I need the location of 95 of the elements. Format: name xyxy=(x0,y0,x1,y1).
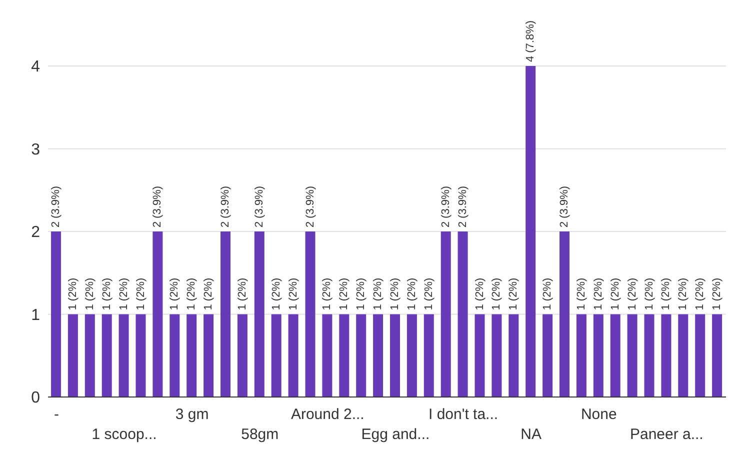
bar xyxy=(237,314,248,397)
x-tick-label: 58gm xyxy=(241,426,279,443)
data-label: 1 (2%) xyxy=(542,278,554,310)
data-label: 1 (2%) xyxy=(643,278,656,310)
y-tick-label: 3 xyxy=(31,141,40,158)
data-label: 1 (2%) xyxy=(508,278,520,310)
data-label: 1 (2%) xyxy=(355,278,368,310)
bar xyxy=(322,314,332,397)
data-label: 2 (3.9%) xyxy=(152,186,164,228)
x-tick-label: Paneer a... xyxy=(630,426,704,443)
bar xyxy=(356,314,366,397)
data-label: 2 (3.9%) xyxy=(304,186,316,228)
data-label: 2 (3.9%) xyxy=(440,186,452,228)
bar xyxy=(695,314,706,397)
data-label: 2 (3.9%) xyxy=(253,186,266,228)
data-label: 4 (7.8%) xyxy=(524,20,537,62)
data-label: 1 (2%) xyxy=(575,278,588,310)
data-label: 1 (2%) xyxy=(168,278,181,310)
data-label: 2 (3.9%) xyxy=(456,186,469,228)
bar xyxy=(424,314,434,397)
bar xyxy=(406,314,417,397)
bar xyxy=(576,314,586,397)
bar xyxy=(644,314,654,397)
bar xyxy=(610,314,620,397)
bar xyxy=(136,314,146,397)
x-tick-label: 1 scoop... xyxy=(92,426,157,443)
bar xyxy=(661,314,672,397)
data-label: 1 (2%) xyxy=(677,278,690,310)
data-label: 1 (2%) xyxy=(422,278,435,310)
data-label: 2 (3.9%) xyxy=(558,186,570,228)
bar xyxy=(339,314,350,397)
data-label: 1 (2%) xyxy=(626,278,638,310)
data-label: 1 (2%) xyxy=(694,278,706,310)
x-tick-label: Around 2... xyxy=(290,406,364,423)
bar xyxy=(102,314,112,397)
bar xyxy=(474,314,485,397)
bar xyxy=(51,232,61,397)
bar xyxy=(712,314,722,397)
data-label: 1 (2%) xyxy=(66,278,79,310)
data-label: 1 (2%) xyxy=(474,278,486,310)
data-label: 1 (2%) xyxy=(660,278,672,310)
x-tick-label: - xyxy=(54,406,59,423)
data-label: 1 (2%) xyxy=(609,278,622,310)
data-label: 1 (2%) xyxy=(389,278,401,310)
y-tick-label: 1 xyxy=(31,306,40,324)
data-label: 2 (3.9%) xyxy=(50,186,62,228)
bar xyxy=(440,232,451,397)
data-label: 1 (2%) xyxy=(134,278,147,310)
data-label: 1 (2%) xyxy=(84,278,96,310)
x-tick-label: Egg and... xyxy=(361,426,430,443)
data-label: 1 (2%) xyxy=(118,278,130,310)
bar xyxy=(186,314,197,397)
y-tick-label: 0 xyxy=(31,390,40,407)
data-label: 1 (2%) xyxy=(711,278,724,310)
data-label: 2 (3.9%) xyxy=(220,186,232,228)
data-label: 1 (2%) xyxy=(202,278,215,310)
bar xyxy=(118,314,129,397)
bar xyxy=(678,314,688,397)
data-label: 1 (2%) xyxy=(592,278,604,310)
bar xyxy=(220,232,230,397)
bar xyxy=(492,314,502,397)
data-label: 1 (2%) xyxy=(406,278,418,310)
data-label: 1 (2%) xyxy=(270,278,282,310)
bar xyxy=(627,314,638,397)
bar xyxy=(373,314,384,397)
x-tick-label: I don't ta... xyxy=(428,406,498,423)
data-label: 1 (2%) xyxy=(372,278,384,310)
x-tick-label: None xyxy=(580,406,617,423)
bar xyxy=(254,232,264,397)
bar xyxy=(68,314,78,397)
data-label: 1 (2%) xyxy=(321,278,334,310)
bar xyxy=(542,314,553,397)
bar xyxy=(526,66,536,397)
bar xyxy=(458,232,468,397)
data-label: 1 (2%) xyxy=(490,278,503,310)
data-label: 1 (2%) xyxy=(287,278,300,310)
bar xyxy=(204,314,214,397)
data-label: 1 (2%) xyxy=(338,278,350,310)
x-tick-label: 3 gm xyxy=(175,406,209,423)
data-label: 1 (2%) xyxy=(100,278,113,310)
bar xyxy=(170,314,180,397)
bar xyxy=(390,314,400,397)
bar xyxy=(271,314,282,397)
bar xyxy=(288,314,298,397)
y-tick-label: 2 xyxy=(31,224,40,242)
y-tick-label: 4 xyxy=(31,58,40,76)
bar xyxy=(593,314,604,397)
x-tick-label: NA xyxy=(520,426,542,443)
bar xyxy=(305,232,316,397)
bar xyxy=(508,314,519,397)
data-label: 1 (2%) xyxy=(236,278,248,310)
bar xyxy=(560,232,570,397)
bar xyxy=(152,232,163,397)
data-label: 1 (2%) xyxy=(186,278,198,310)
bar xyxy=(84,314,95,397)
